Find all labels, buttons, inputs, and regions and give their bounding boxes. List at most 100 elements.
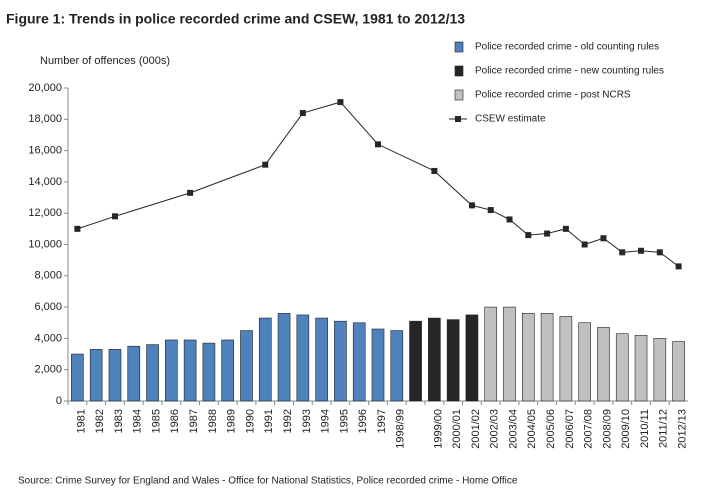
- bar: [183, 339, 197, 402]
- bar: [634, 334, 648, 402]
- bar: [503, 306, 516, 402]
- y-tick-label: 18,000: [28, 113, 62, 125]
- bar: [240, 330, 253, 402]
- x-tick-label: 2009/10: [620, 409, 632, 449]
- x-tick-label: 1990: [244, 409, 256, 433]
- bar: [371, 328, 385, 402]
- marker: [638, 247, 645, 254]
- bar: [296, 314, 310, 402]
- legend-label: CSEW estimate: [475, 114, 546, 125]
- x-tick-label: 1987: [188, 409, 200, 433]
- marker: [337, 99, 344, 106]
- legend-label: Police recorded crime - new counting rul…: [475, 66, 664, 77]
- bar: [521, 313, 535, 402]
- legend-swatch: [454, 89, 464, 101]
- bar: [71, 353, 84, 402]
- x-tick-label: 2008/09: [601, 409, 613, 449]
- bar: [484, 306, 498, 402]
- y-tick-label: 0: [56, 395, 62, 407]
- x-tick-label: 1996: [357, 409, 369, 433]
- bar: [108, 349, 122, 402]
- bar: [465, 314, 479, 402]
- marker: [562, 225, 569, 232]
- marker: [431, 167, 438, 174]
- x-tick-label: 1988: [207, 409, 219, 433]
- bar: [559, 316, 573, 402]
- bar: [315, 317, 328, 402]
- x-tick-label: 1995: [338, 409, 350, 433]
- chart-title: Figure 1: Trends in police recorded crim…: [6, 11, 465, 27]
- x-tick-label: 1991: [263, 409, 275, 433]
- x-tick-label: 1985: [150, 409, 162, 433]
- marker: [544, 230, 551, 237]
- bar: [146, 344, 159, 402]
- source-note: Source: Crime Survey for England and Wal…: [18, 476, 518, 487]
- marker: [74, 225, 81, 232]
- x-tick-label: 1983: [113, 409, 125, 433]
- marker: [619, 249, 626, 256]
- y-tick-label: 20,000: [28, 82, 62, 94]
- marker: [487, 207, 494, 214]
- y-tick-label: 14,000: [28, 176, 62, 188]
- y-tick-label: 12,000: [28, 207, 62, 219]
- bar: [672, 341, 685, 402]
- x-tick-label: 1989: [226, 409, 238, 433]
- marker: [111, 213, 118, 220]
- x-tick-label: 2004/05: [526, 409, 538, 449]
- bar: [277, 313, 291, 402]
- y-tick-label: 4,000: [34, 332, 62, 344]
- bar: [202, 342, 216, 402]
- bar: [540, 313, 554, 402]
- y-tick-label: 16,000: [28, 145, 62, 157]
- x-tick-label: 1997: [376, 409, 388, 433]
- x-tick-label: 1994: [320, 409, 332, 433]
- x-tick-label: 1984: [132, 409, 144, 433]
- x-tick-label: 2010/11: [639, 409, 651, 448]
- bar: [258, 317, 272, 402]
- marker: [468, 202, 475, 209]
- marker: [581, 241, 588, 248]
- x-tick-label: 1982: [94, 409, 106, 433]
- x-tick-label: 1986: [169, 409, 181, 433]
- x-tick-label: 2012/13: [677, 409, 689, 449]
- marker: [656, 249, 663, 256]
- bar: [390, 330, 404, 402]
- x-tick-label: 2000/01: [451, 409, 463, 449]
- legend-swatch: [454, 41, 464, 53]
- marker: [299, 110, 306, 117]
- y-tick-label: 10,000: [28, 238, 62, 250]
- x-tick-label: 1993: [301, 409, 313, 433]
- x-tick-label: 2005/06: [545, 409, 557, 449]
- marker: [375, 141, 381, 148]
- x-tick-label: 2006/07: [564, 409, 576, 449]
- x-tick-label: 2003/04: [507, 409, 519, 449]
- x-tick-label: 2001/02: [470, 409, 482, 449]
- y-tick-label: 2,000: [34, 364, 62, 376]
- legend-marker: [455, 116, 461, 122]
- x-tick-label: 1981: [75, 409, 87, 433]
- y-axis-label: Number of offences (000s): [40, 55, 170, 67]
- x-tick-label: 1998/99: [395, 409, 407, 449]
- x-tick-label: 1992: [282, 409, 294, 433]
- bar: [597, 327, 610, 402]
- y-tick-label: 8,000: [34, 270, 62, 282]
- marker: [675, 263, 682, 270]
- y-tick-label: 6,000: [34, 301, 62, 313]
- bar: [89, 349, 103, 402]
- bar: [352, 322, 366, 402]
- x-tick-label: 2007/08: [583, 409, 595, 449]
- bar: [334, 320, 347, 402]
- line: [77, 101, 679, 267]
- bar: [127, 345, 141, 402]
- bar: [578, 322, 591, 402]
- bar: [221, 339, 235, 402]
- bar: [428, 317, 441, 402]
- marker: [187, 189, 194, 196]
- legend-label: Police recorded crime - old counting rul…: [475, 42, 659, 53]
- bar: [409, 320, 422, 402]
- bar: [165, 339, 178, 402]
- x-tick-label: 1999/00: [432, 409, 444, 449]
- x-tick-label: 2002/03: [489, 409, 501, 449]
- bar: [653, 338, 667, 402]
- marker: [262, 161, 269, 168]
